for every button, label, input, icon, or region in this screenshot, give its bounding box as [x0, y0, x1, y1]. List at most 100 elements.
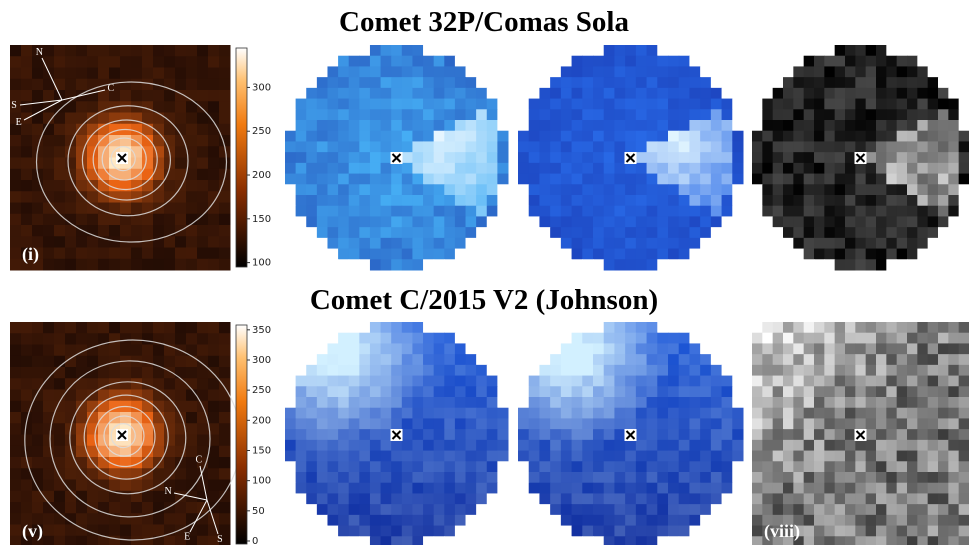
pixel	[582, 504, 593, 515]
pixel	[285, 131, 296, 142]
pixel	[54, 68, 66, 80]
pixel	[349, 109, 360, 120]
pixel	[76, 101, 88, 113]
pixel	[711, 195, 722, 206]
pixel	[455, 536, 466, 545]
pixel	[907, 354, 918, 365]
pixel	[876, 526, 887, 537]
pixel	[814, 56, 825, 67]
pixel	[359, 354, 370, 365]
pixel	[572, 238, 583, 249]
pixel	[10, 135, 22, 147]
pixel	[668, 120, 679, 131]
pixel	[700, 195, 711, 206]
pixel	[700, 418, 711, 429]
pixel	[120, 113, 132, 125]
pixel	[928, 238, 939, 249]
pixel	[593, 216, 604, 227]
pixel	[476, 163, 487, 174]
pixel	[572, 365, 583, 376]
pixel	[917, 45, 928, 56]
pixel	[497, 493, 508, 504]
pixel	[434, 365, 445, 376]
pixel	[43, 90, 55, 102]
pixel	[455, 99, 466, 110]
pixel	[285, 238, 296, 249]
pixel	[657, 440, 668, 451]
pixel	[10, 513, 22, 525]
pixel	[381, 408, 392, 419]
pixel	[907, 483, 918, 494]
pixel	[466, 163, 477, 174]
pixel	[550, 483, 561, 494]
pixel	[711, 386, 722, 397]
pixel	[783, 493, 794, 504]
pixel	[98, 401, 110, 413]
pixel	[804, 365, 815, 376]
pixel	[700, 461, 711, 472]
pixel	[381, 429, 392, 440]
pixel	[381, 536, 392, 545]
pixel	[518, 354, 529, 365]
pixel	[804, 163, 815, 174]
pixel	[285, 152, 296, 163]
pixel	[948, 526, 959, 537]
pixel	[423, 483, 434, 494]
pixel	[636, 259, 647, 270]
pixel	[87, 435, 99, 447]
pixel	[550, 163, 561, 174]
pixel	[518, 504, 529, 515]
pixel	[175, 56, 187, 68]
pixel	[466, 397, 477, 408]
pixel	[402, 249, 413, 260]
pixel	[518, 216, 529, 227]
pixel	[219, 356, 231, 368]
pixel	[657, 206, 668, 217]
pixel	[402, 141, 413, 152]
pixel	[476, 397, 487, 408]
pixel	[434, 152, 445, 163]
pixel	[21, 214, 33, 226]
pixel	[876, 376, 887, 387]
pixel	[866, 120, 877, 131]
pixel	[845, 461, 856, 472]
pixel	[142, 367, 154, 379]
pixel	[142, 457, 154, 469]
pixel	[370, 141, 381, 152]
pixel	[10, 56, 22, 68]
pixel	[561, 365, 572, 376]
pixel	[625, 376, 636, 387]
pixel	[391, 333, 402, 344]
pixel	[711, 365, 722, 376]
pixel	[550, 45, 561, 56]
pixel	[327, 174, 338, 185]
pixel	[732, 238, 743, 249]
pixel	[529, 131, 540, 142]
pixel	[959, 365, 969, 376]
pixel	[518, 408, 529, 419]
pixel	[657, 238, 668, 249]
pixel	[845, 77, 856, 88]
pixel	[349, 131, 360, 142]
pixel	[423, 206, 434, 217]
pixel	[572, 163, 583, 174]
pixel	[657, 451, 668, 462]
pixel	[550, 472, 561, 483]
pixel	[32, 412, 44, 424]
pixel	[625, 397, 636, 408]
pixel	[219, 468, 231, 480]
pixel	[679, 493, 690, 504]
pixel	[783, 365, 794, 376]
pixel	[54, 124, 66, 136]
pixel	[65, 491, 77, 503]
pixel	[208, 412, 220, 424]
pixel	[793, 483, 804, 494]
pixel	[455, 249, 466, 260]
pixel	[208, 214, 220, 226]
pixel	[700, 386, 711, 397]
pixel	[381, 322, 392, 333]
pixel	[87, 378, 99, 390]
pixel	[338, 429, 349, 440]
pixel	[444, 440, 455, 451]
pixel	[773, 184, 784, 195]
